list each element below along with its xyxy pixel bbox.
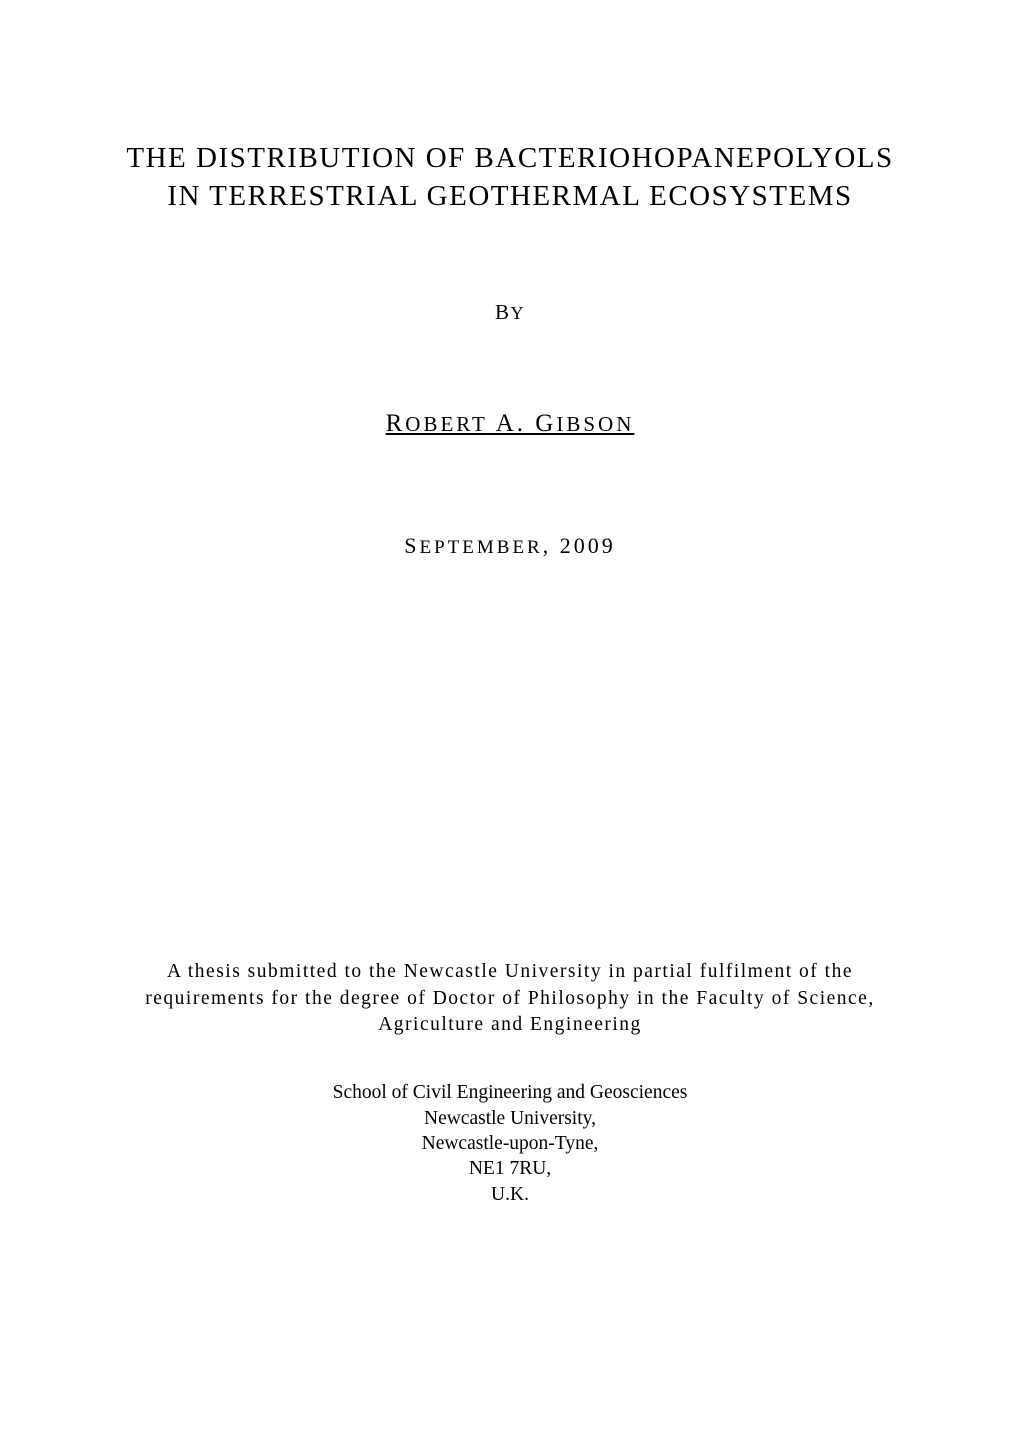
thesis-date: SEPTEMBER, 2009: [100, 533, 920, 559]
author-part-1-large: A. G: [488, 410, 556, 437]
by-rest: Y: [511, 303, 526, 323]
by-label: BY: [100, 300, 920, 325]
by-first-letter: B: [495, 300, 511, 324]
affiliation-line-2: Newcastle-upon-Tyne,: [422, 1133, 599, 1154]
affiliation-line-1: Newcastle University,: [424, 1108, 596, 1129]
date-part-0-small: EPTEMBER: [420, 537, 543, 558]
author-part-0-small: OBERT: [405, 412, 488, 436]
affiliation-line-4: U.K.: [491, 1184, 529, 1205]
author-part-1-small: IBSON: [556, 412, 634, 436]
title-line-2: IN TERRESTRIAL GEOTHERMAL ECOSYSTEMS: [167, 180, 852, 212]
submission-statement: A thesis submitted to the Newcastle Univ…: [100, 959, 920, 1038]
author-part-0-large: R: [386, 410, 406, 437]
affiliation-line-0: School of Civil Engineering and Geoscien…: [333, 1082, 688, 1103]
author-name: ROBERT A. GIBSON: [100, 410, 920, 438]
date-part-1-large: , 2009: [543, 533, 616, 558]
title-line-1: THE DISTRIBUTION OF BACTERIOHOPANEPOLYOL…: [126, 142, 893, 174]
thesis-title: THE DISTRIBUTION OF BACTERIOHOPANEPOLYOL…: [100, 140, 920, 215]
date-part-0-large: S: [404, 533, 419, 558]
affiliation-block: School of Civil Engineering and Geoscien…: [100, 1080, 920, 1207]
affiliation-line-3: NE1 7RU,: [469, 1158, 551, 1179]
